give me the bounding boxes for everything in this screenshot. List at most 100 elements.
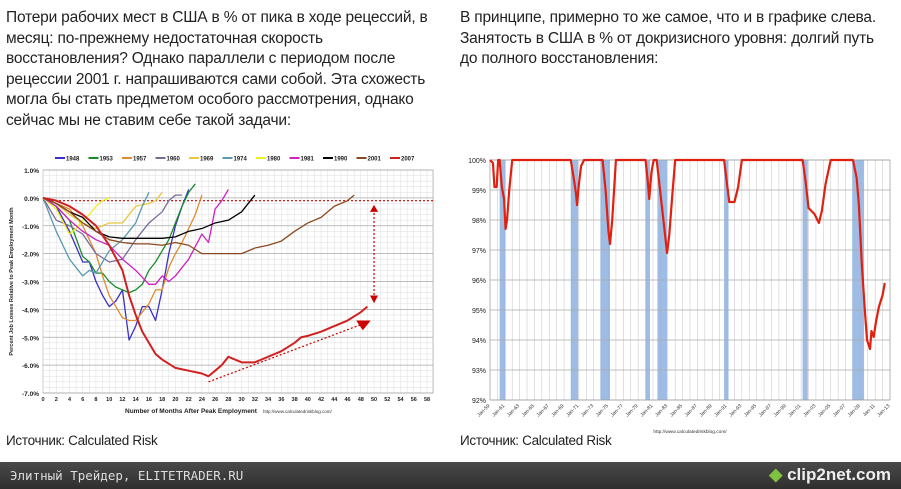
- y-tick-label: -1.0%: [22, 224, 39, 231]
- y-tick-label: -3.0%: [22, 280, 39, 287]
- x-tick-label: Jan-83: [654, 403, 669, 418]
- legend-label: 1974: [234, 157, 248, 163]
- series-line-1990: [42, 194, 256, 239]
- x-tick-label: 0: [41, 397, 44, 403]
- employment-series-line: [489, 158, 886, 351]
- y-tick-label: 98%: [472, 218, 486, 225]
- trend-arrowhead: [356, 320, 371, 331]
- legend-label: 1969: [200, 157, 214, 163]
- x-tick-label: 48: [358, 397, 364, 403]
- x-tick-label: Jan-93: [728, 403, 743, 418]
- x-tick-label: Jan-03: [802, 403, 817, 418]
- series-line-1974: [42, 192, 150, 277]
- x-tick-label: Jan-63: [506, 403, 521, 418]
- legend-label: 1948: [66, 157, 80, 163]
- legend-label: 1960: [167, 157, 181, 163]
- x-tick-label: 52: [384, 397, 390, 403]
- x-tick-label: 40: [305, 397, 311, 403]
- series-line-1957: [42, 194, 203, 322]
- series-line-1948: [42, 189, 190, 341]
- y-tick-label: -6.0%: [22, 363, 39, 370]
- x-tick-label: 8: [94, 397, 97, 403]
- right-source: Источник: Calculated Risk: [460, 433, 612, 448]
- x-tick-label: Jan-89: [699, 403, 714, 418]
- left-paragraph: Потери рабочих мест в США в % от пика в …: [6, 9, 428, 129]
- x-tick-label: Jan-95: [743, 403, 758, 418]
- x-tick-label: 2: [55, 397, 58, 403]
- series-line-1981: [42, 189, 229, 285]
- y-tick-label: 93%: [472, 368, 486, 375]
- x-tick-label: 12: [119, 397, 125, 403]
- x-tick-label: 38: [292, 397, 298, 403]
- x-tick-label: 4: [68, 397, 72, 403]
- x-tick-label: 16: [146, 397, 152, 403]
- x-tick-label: Jan-77: [610, 403, 625, 418]
- x-tick-label: Jan-73: [580, 403, 595, 418]
- x-tick-label: 44: [331, 397, 338, 403]
- y-tick-label: -2.0%: [22, 252, 39, 259]
- x-tick-label: Jan-87: [684, 403, 699, 418]
- x-tick-label: 28: [225, 397, 231, 403]
- x-tick-label: 20: [172, 397, 178, 403]
- x-axis-label: Number of Months After Peak Employment: [125, 408, 258, 415]
- x-tick-label: 32: [252, 397, 258, 403]
- x-tick-label: Jan-67: [536, 403, 551, 418]
- x-tick-label: Jan-99: [773, 403, 788, 418]
- y-tick-label: 99%: [472, 188, 486, 195]
- y-tick-label: 100%: [468, 158, 486, 165]
- x-tick-label: Jan-01: [787, 403, 802, 418]
- clip2net-logo: ◆ clip2net.com: [769, 465, 891, 484]
- y-tick-label: 96%: [472, 278, 486, 285]
- legend-label: 1957: [133, 157, 147, 163]
- logo-icon: ◆: [769, 465, 788, 484]
- job-losses-chart: 1.0% 0.0% -1.0% -2.0% -3.0% -4.0% -5.0% -6.0% -7…: [9, 157, 434, 415]
- x-tick-label: Jan-13: [876, 403, 891, 418]
- x-tick-label: Jan-75: [595, 403, 610, 418]
- x-tick-label: 10: [106, 397, 112, 403]
- x-tick-label: 54: [397, 397, 404, 403]
- series-line-2007: [42, 196, 369, 378]
- x-tick-label: Jan-81: [639, 403, 654, 418]
- x-tick-label: Jan-05: [817, 403, 832, 418]
- x-tick-label: 46: [344, 397, 350, 403]
- x-tick-label: 30: [239, 397, 245, 403]
- x-tick-label: 26: [212, 397, 218, 403]
- x-tick-label: 36: [278, 397, 284, 403]
- x-tick-label: Jan-09: [847, 403, 862, 418]
- x-tick-label: 42: [318, 397, 324, 403]
- x-tick-label: Jan-65: [521, 403, 536, 418]
- trend-arrow-line: [208, 324, 362, 383]
- x-tick-label: Jan-07: [832, 403, 847, 418]
- legend-label: 1981: [301, 157, 315, 163]
- y-tick-label: -4.0%: [22, 307, 39, 314]
- y-tick-label: 0.0%: [24, 196, 39, 203]
- chart-credit: http://www.calculatedriskblog.com/: [653, 429, 727, 435]
- y-tick-label: -5.0%: [22, 335, 39, 342]
- employment-chart: 100% 99% 98% 97% 96% 95% 94% 93% 92%Jan-59 Jan-61…: [468, 158, 891, 435]
- series-line-1969: [42, 191, 163, 230]
- legend-label: 2001: [368, 157, 382, 163]
- legend-label: 1990: [334, 157, 348, 163]
- x-tick-label: 18: [159, 397, 165, 403]
- x-tick-label: Jan-91: [713, 403, 728, 418]
- x-tick-label: Jan-69: [550, 403, 565, 418]
- y-tick-label: 95%: [472, 308, 486, 315]
- arrowhead-down: [370, 295, 379, 304]
- x-tick-label: 14: [133, 397, 140, 403]
- series-line-1980: [42, 197, 110, 235]
- x-tick-label: Jan-97: [758, 403, 773, 418]
- x-tick-label: 58: [424, 397, 430, 403]
- y-tick-label: -7.0%: [22, 391, 39, 398]
- y-tick-label: 97%: [472, 248, 486, 255]
- y-tick-label: 94%: [472, 338, 486, 345]
- x-tick-label: Jan-71: [565, 403, 580, 418]
- right-paragraph: В принципе, примерно то же самое, что и …: [460, 9, 876, 67]
- x-tick-label: 50: [371, 397, 377, 403]
- arrowhead-up: [370, 204, 379, 212]
- left-source: Источник: Calculated Risk: [6, 433, 158, 448]
- x-tick-label: Jan-61: [491, 403, 506, 418]
- legend-label: 1980: [267, 157, 281, 163]
- chart-credit: http://www.calculatedriskblog.com/: [263, 409, 333, 414]
- x-tick-label: Jan-59: [476, 403, 491, 418]
- x-tick-label: 22: [186, 397, 192, 403]
